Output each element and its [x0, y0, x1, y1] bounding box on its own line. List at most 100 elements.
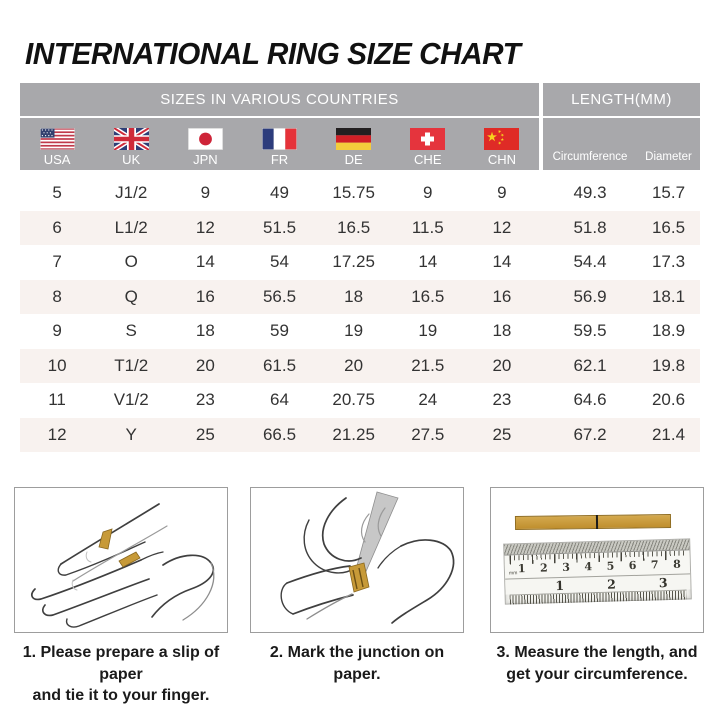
- cell-chn: 20: [492, 355, 512, 375]
- step-3: 1 2 3 4 5 6 7 8 mm 1 2: [490, 487, 704, 707]
- cell-de: 16.5: [337, 217, 371, 237]
- country-code-label: JPN: [193, 152, 218, 167]
- cell-chn: 23: [492, 390, 512, 410]
- france-flag-icon: [261, 128, 297, 150]
- cell-jpn: 16: [195, 286, 215, 306]
- japan-flag-icon: [187, 128, 223, 150]
- cell-fr: 49: [270, 183, 289, 203]
- table-row: 11 V1/2 23 64 20.75 24 23 64.6 20.6: [20, 383, 700, 418]
- column-header-jpn: JPN: [168, 118, 242, 170]
- cell-circumference: 51.8: [573, 217, 607, 237]
- cell-chn: 14: [492, 252, 512, 272]
- cell-diameter: 15.7: [651, 183, 686, 203]
- cell-chn: 25: [492, 424, 512, 444]
- ruler-number: 1: [517, 562, 526, 576]
- cell-diameter: 19.8: [651, 355, 686, 375]
- cell-jpn: 12: [195, 217, 215, 237]
- table-body: 5 J1/2 9 49 15.75 9 9 49.3 15.7 6 L1/2: [20, 176, 700, 452]
- cell-uk: Y: [125, 424, 137, 444]
- cell-de: 20.75: [332, 390, 375, 410]
- uk-flag-icon: [113, 128, 149, 150]
- paper-strip: [514, 514, 672, 530]
- table-row: 10 T1/2 20 61.5 20 21.5 20 62.1 19.8: [20, 348, 700, 383]
- cell-chn: 18: [492, 321, 512, 341]
- ruler-number: 2: [606, 576, 617, 592]
- cell-fr: 64: [270, 390, 289, 410]
- column-header-de: DE: [317, 118, 391, 170]
- table-row: 7 O 14 54 17.25 14 14 54.4 17.3: [20, 245, 700, 280]
- cell-che: 11.5: [411, 217, 444, 237]
- country-code-label: DE: [344, 152, 363, 167]
- cell-che: 16.5: [411, 286, 445, 306]
- ruler-number: 5: [606, 559, 615, 573]
- ruler-number: 8: [672, 557, 681, 571]
- ruler-unit-label: mm: [508, 570, 518, 577]
- china-flag-icon: [484, 128, 520, 150]
- cell-usa: 10: [47, 355, 67, 375]
- table-row: 9 S 18 59 19 19 18 59.5 18.9: [20, 314, 700, 349]
- cell-usa: 9: [52, 321, 62, 341]
- cell-uk: V1/2: [113, 390, 149, 410]
- table-row: 6 L1/2 12 51.5 16.5 11.5 12 51.8 16.5: [20, 210, 700, 245]
- cell-diameter: 18.1: [651, 286, 686, 306]
- country-code-label: UK: [122, 152, 141, 167]
- switzerland-flag-icon: [410, 128, 446, 150]
- cell-che: 21.5: [411, 355, 445, 375]
- cell-circumference: 49.3: [573, 183, 607, 203]
- cell-fr: 54: [270, 252, 289, 272]
- cell-chn: 12: [492, 217, 512, 237]
- step-2-caption: 2. Mark the junction on paper.: [250, 642, 464, 685]
- cell-usa: 7: [52, 252, 62, 272]
- country-code-label: CHN: [487, 152, 516, 167]
- ruler-number: 3: [658, 575, 668, 591]
- cell-jpn: 14: [195, 252, 215, 272]
- column-header-chn: CHN: [465, 118, 539, 170]
- cell-jpn: 25: [195, 424, 215, 444]
- caption-line: 2. Mark the junction on paper.: [269, 644, 445, 683]
- table-row: 8 Q 16 56.5 18 16.5 16 56.9 18.1: [20, 279, 700, 314]
- header-divider: [539, 83, 543, 116]
- cell-de: 18: [344, 286, 364, 306]
- country-code-label: USA: [43, 152, 71, 167]
- cell-fr: 51.5: [262, 217, 297, 237]
- cell-usa: 11: [48, 390, 66, 410]
- cell-circumference: 59.5: [573, 321, 607, 341]
- step-1: 1. Please prepare a slip of paper and ti…: [14, 487, 228, 707]
- table-row: 5 J1/2 9 49 15.75 9 9 49.3 15.7: [20, 176, 700, 211]
- cell-jpn: 9: [200, 183, 211, 203]
- ruler-measuring-illustration: 1 2 3 4 5 6 7 8 mm 1 2: [490, 487, 704, 633]
- cell-diameter: 20.6: [651, 390, 686, 410]
- step-3-caption: 3. Measure the length, and get your circ…: [497, 642, 698, 685]
- length-group-header: LENGTH(MM): [543, 83, 700, 116]
- size-table: SIZES IN VARIOUS COUNTRIES LENGTH(MM): [20, 83, 700, 452]
- cell-usa: 8: [52, 286, 62, 306]
- cell-che: 14: [418, 252, 438, 272]
- ruler-number: 7: [650, 558, 659, 572]
- cell-che: 24: [418, 390, 438, 410]
- cell-diameter: 18.9: [651, 321, 686, 341]
- step-2: 2. Mark the junction on paper.: [250, 487, 464, 707]
- ruler-number: 1: [555, 577, 565, 594]
- cell-uk: S: [125, 321, 137, 341]
- header-divider: [539, 118, 543, 170]
- cell-uk: L1/2: [114, 217, 148, 237]
- column-header-uk: UK: [94, 118, 168, 170]
- cell-de: 20: [344, 355, 364, 375]
- column-header-che: CHE: [391, 118, 465, 170]
- cell-circumference: 67.2: [573, 424, 607, 444]
- caption-line: get your circumference.: [506, 665, 688, 683]
- cell-usa: 5: [52, 183, 62, 203]
- cell-chn: 16: [492, 286, 512, 306]
- cell-de: 19: [344, 321, 364, 341]
- cell-jpn: 23: [195, 390, 215, 410]
- caption-line: 3. Measure the length, and: [496, 644, 698, 661]
- ruler-number: 4: [584, 560, 593, 574]
- cell-diameter: 21.4: [651, 424, 686, 444]
- cell-de: 21.25: [332, 424, 375, 444]
- country-code-label: CHE: [414, 152, 442, 167]
- cell-circumference: 56.9: [573, 286, 607, 306]
- table-row: 12 Y 25 66.5 21.25 27.5 25 67.2 21.4: [20, 417, 700, 452]
- cell-circumference: 62.1: [573, 355, 607, 375]
- measuring-steps: 1. Please prepare a slip of paper and ti…: [0, 487, 720, 707]
